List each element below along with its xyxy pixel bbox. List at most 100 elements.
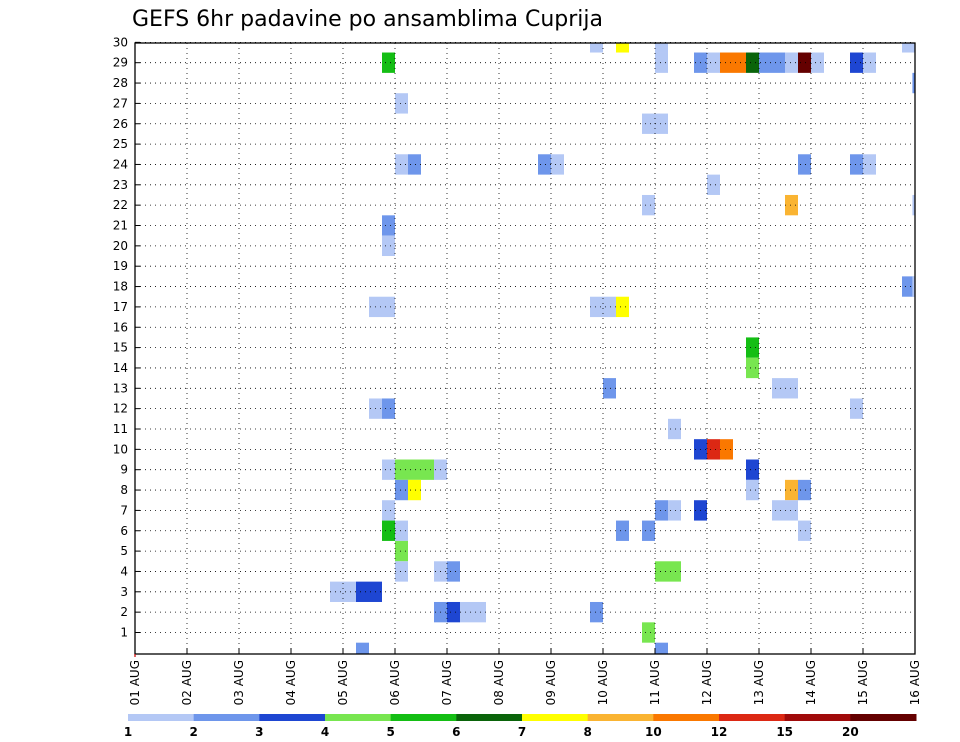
heatmap-cell <box>460 601 473 623</box>
y-axis: 1234567891011121314151617181920212223242… <box>113 35 140 640</box>
heatmap-cell <box>395 561 408 582</box>
y-tick-label: 12 <box>113 402 128 416</box>
x-tick-label: 11 AUG <box>648 660 662 705</box>
colorbar-label: 15 <box>776 725 793 739</box>
colorbar-swatch <box>259 714 326 721</box>
y-tick-label: 26 <box>113 117 128 131</box>
colorbar-swatch <box>325 714 392 721</box>
plot-frame <box>134 42 916 655</box>
x-tick-label: 01 AUG <box>128 660 142 705</box>
heatmap-cell <box>798 479 811 501</box>
y-tick-label: 27 <box>113 96 128 110</box>
heatmap-cell <box>912 72 915 94</box>
colorbar-label: 20 <box>842 725 859 739</box>
heatmap-cell <box>616 296 629 318</box>
heatmap-cell <box>382 235 395 257</box>
colorbar-swatch <box>456 714 523 721</box>
heatmap-cell <box>655 642 668 654</box>
colorbar-label: 10 <box>645 725 662 739</box>
heatmap-cell <box>616 43 629 53</box>
heatmap-cells <box>330 43 915 654</box>
x-tick-label: 15 AUG <box>856 660 870 705</box>
y-tick-label: 23 <box>113 178 128 192</box>
x-tick-label: 13 AUG <box>752 660 766 705</box>
colorbar-swatch <box>128 714 195 721</box>
heatmap-cell <box>343 581 356 602</box>
heatmap-cell <box>655 561 668 582</box>
heatmap-cell <box>785 500 798 521</box>
heatmap-cell <box>772 52 785 73</box>
x-tick-label: 16 AUG <box>908 660 922 705</box>
x-tick-label: 07 AUG <box>440 660 454 705</box>
colorbar-swatch <box>719 714 786 721</box>
heatmap-cell <box>798 154 811 175</box>
colorbar-swatch <box>587 714 654 721</box>
y-tick-label: 29 <box>113 56 128 70</box>
colorbar-label: 2 <box>189 725 197 739</box>
heatmap-cell <box>912 194 915 216</box>
heatmap-cell <box>642 520 655 541</box>
y-tick-label: 17 <box>113 300 128 314</box>
colorbar-label: 7 <box>518 725 526 739</box>
heatmap-cell <box>772 378 785 399</box>
colorbar-label: 8 <box>583 725 591 739</box>
heatmap-cell <box>668 561 681 582</box>
heatmap-cell <box>395 540 408 562</box>
heatmap-cell <box>356 642 369 654</box>
y-tick-label: 3 <box>120 585 128 599</box>
heatmap-cell <box>746 479 759 501</box>
heatmap-cell <box>382 398 395 419</box>
heatmap-cell <box>447 561 460 582</box>
heatmap-cell <box>850 52 863 73</box>
x-tick-label: 06 AUG <box>388 660 402 705</box>
heatmap-cell <box>863 154 876 175</box>
heatmap-cell <box>642 113 655 134</box>
x-axis: 01 AUG 02 AUG 03 AUG 04 AUG 05 AUG 06 AUG 07 A… <box>128 648 922 705</box>
y-tick-label: 4 <box>120 564 128 578</box>
heatmap-cell <box>408 154 421 175</box>
heatmap-cell <box>655 500 668 521</box>
heatmap-cell <box>655 52 668 73</box>
y-tick-label: 5 <box>120 544 128 558</box>
heatmap-cell <box>356 581 369 602</box>
x-tick-label: 09 AUG <box>544 660 558 705</box>
heatmap-cell <box>720 439 733 460</box>
heatmap-cell <box>733 52 746 73</box>
colorbar-label: 12 <box>711 725 728 739</box>
heatmap-cell <box>382 520 395 541</box>
y-tick-label: 24 <box>113 157 128 171</box>
heatmap-cell <box>551 154 564 175</box>
heatmap-cell <box>746 459 759 480</box>
heatmap-cell <box>395 520 408 541</box>
heatmap-cell <box>785 194 798 216</box>
heatmap-cell <box>811 52 824 73</box>
colorbar-swatch <box>390 714 457 721</box>
heatmap-cell <box>785 52 798 73</box>
heatmap-cell <box>785 479 798 501</box>
heatmap-cell <box>382 52 395 73</box>
colorbar: 1 2 3 4 5 6 7 8 10 12 15 20 <box>124 714 917 739</box>
heatmap-cell <box>382 500 395 521</box>
heatmap-cell <box>590 296 603 318</box>
heatmap-cell <box>408 479 421 501</box>
heatmap-cell <box>408 459 421 480</box>
grid-lines <box>135 41 915 654</box>
heatmap-cell <box>902 276 915 297</box>
heatmap-cell <box>863 52 876 73</box>
y-tick-label: 28 <box>113 76 128 90</box>
y-tick-label: 7 <box>120 503 128 517</box>
y-tick-label: 2 <box>120 605 128 619</box>
x-tick-label: 05 AUG <box>336 660 350 705</box>
heatmap-cell <box>603 378 616 399</box>
colorbar-label: 1 <box>124 725 132 739</box>
heatmap-cell <box>590 43 603 53</box>
y-tick-label: 16 <box>113 320 128 334</box>
y-tick-label: 19 <box>113 259 128 273</box>
y-tick-label: 10 <box>113 442 128 456</box>
heatmap-cell <box>590 601 603 623</box>
heatmap-cell <box>447 601 460 623</box>
x-tick-label: 14 AUG <box>804 660 818 705</box>
colorbar-swatch <box>850 714 917 721</box>
heatmap-cell <box>395 459 408 480</box>
